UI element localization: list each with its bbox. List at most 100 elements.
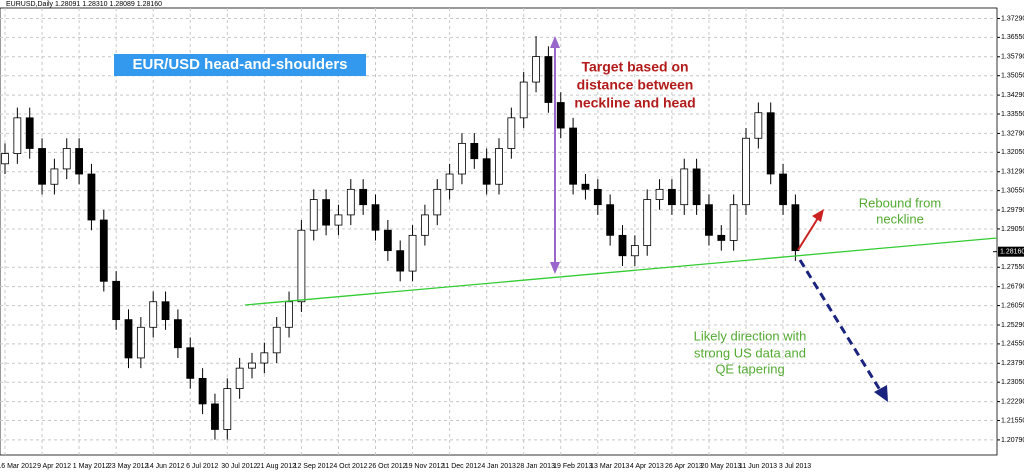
candle-body [556,102,565,129]
candle-body [124,319,133,359]
candle-body [334,214,343,226]
candle-layer [1,36,800,440]
y-tick-label: 1.35050 [1001,73,1024,80]
y-tick-label: 1.24550 [1001,341,1024,348]
x-tick-label: 12 Sep 2012 [294,463,334,470]
y-tick-label: 1.30550 [1001,187,1024,194]
candle-body [618,234,627,257]
candle-body [87,173,96,221]
candle-body [420,214,429,236]
candle-body [643,199,652,246]
candle-body [630,245,639,257]
annotation: neckline and head [574,95,695,111]
candle-body [136,326,145,359]
candle-body [593,188,602,206]
x-tick-label: 4 Apr 2013 [630,463,664,470]
y-tick-label: 1.33550 [1001,111,1024,118]
candle-body [13,117,22,154]
candle-body [1,153,9,165]
y-tick-label: 1.21550 [1001,417,1024,424]
x-tick-label: 23 May 2012 [108,463,149,470]
candle-body [198,377,207,405]
x-tick-label: 14 Jun 2012 [146,463,185,470]
candle-body [519,81,528,119]
candle-body [260,352,269,364]
candle-body [408,234,417,272]
candle-body [112,280,121,321]
y-tick-label: 1.26790 [1001,284,1024,291]
y-tick-label: 1.27550 [1001,264,1024,271]
target-arrow-head [550,262,560,274]
y-tick-label: 1.35790 [1001,54,1024,61]
rebound-arrow-head [812,209,824,222]
candle-body [285,301,293,328]
neckline [244,237,998,306]
chart-title: EUR/USD head-and-shoulders [132,56,347,73]
candle-body [433,188,442,216]
candle-body [507,117,516,149]
candle-body [38,148,46,185]
plot-frame [0,7,998,456]
symbol-header: EURUSD,Daily 1.28091 1.28310 1.28089 1.2… [6,1,162,8]
y-tick-label: 1.22290 [1001,398,1024,405]
y-tick-label: 1.29050 [1001,226,1024,233]
candle-body [211,403,219,430]
x-tick-label: 19 Nov 2012 [405,463,445,470]
candle-body [383,229,392,252]
x-tick-label: 13 Mar 2013 [590,463,629,470]
candle-body [173,319,182,349]
candle-body [223,388,232,430]
x-tick-label: 21 Aug 2012 [257,463,296,470]
candle-body [458,142,466,175]
annotation: Likely direction with [694,328,807,343]
x-tick-label: 26 Apr 2013 [665,463,703,470]
candle-body [445,173,454,190]
y-tick-label: 1.26050 [1001,302,1024,309]
candle-body [371,204,380,231]
x-tick-label: 4 Oct 2012 [333,463,367,470]
x-tick-label: 16 Mar 2012 [0,463,37,470]
y-tick-label: 1.23790 [1001,360,1024,367]
candle-body [705,204,713,236]
candle-body [309,199,318,231]
y-tick-label: 1.31290 [1001,169,1024,176]
candle-body [717,234,726,241]
x-tick-label: 20 May 2013 [701,463,742,470]
candle-body [396,250,405,272]
candle-body [581,183,590,190]
candle-body [569,127,577,185]
target-arrow-head [550,36,560,48]
x-tick-label: 26 Oct 2012 [368,463,406,470]
y-tick-label: 1.34290 [1001,92,1024,99]
candle-body [62,148,71,170]
y-tick-label: 1.25290 [1001,322,1024,329]
title-box [114,54,366,76]
candle-body [544,56,553,103]
candle-body [186,347,195,379]
candle-body [346,188,355,216]
x-tick-label: 9 Apr 2012 [37,463,71,470]
candle-body [470,142,479,160]
candle-body [532,56,540,83]
x-tick-label: 19 Feb 2013 [553,463,592,470]
candle-body [161,301,170,321]
candle-body [495,148,503,185]
candle-body [50,168,59,185]
x-tick-label: 3 Jul 2013 [779,463,811,470]
x-tick-label: 4 Jan 2013 [481,463,516,470]
candle-body [322,199,331,226]
candle-body [606,204,615,236]
y-tick-label: 1.29790 [1001,207,1024,214]
candle-body [779,173,787,206]
annotation: QE tapering [715,361,784,376]
candle-body [742,137,750,206]
candle-body [766,112,775,175]
candle-body [680,168,689,206]
candle-body [668,188,676,206]
x-tick-label: 11 Dec 2012 [442,463,481,470]
candle-body [482,158,491,185]
y-tick-label: 1.36550 [1001,34,1024,41]
y-tick-label: 1.32790 [1001,130,1024,137]
price-marker-box [998,246,1024,257]
